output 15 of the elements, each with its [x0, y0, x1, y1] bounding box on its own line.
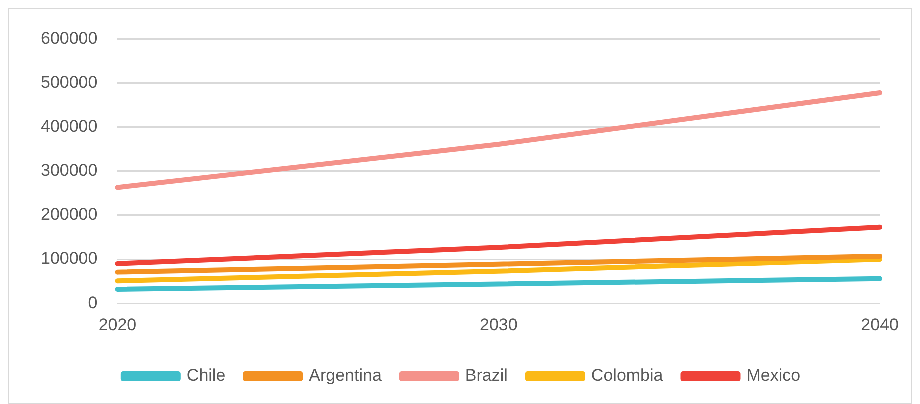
x-tick-label: 2040 [861, 315, 900, 334]
x-tick-label: 2020 [98, 315, 137, 334]
y-tick-label: 600000 [40, 28, 98, 48]
y-tick-label: 100000 [40, 249, 98, 268]
y-tick-label: 400000 [40, 117, 98, 136]
y-tick-label: 200000 [40, 205, 98, 224]
legend-label: Colombia [591, 366, 664, 386]
y-tick-label: 300000 [40, 161, 98, 180]
legend-label: Brazil [465, 366, 508, 386]
legend-label: Chile [186, 366, 226, 386]
legend-label: Mexico [746, 366, 801, 386]
x-tick-label: 2030 [480, 315, 518, 334]
legend-label: Argentina [309, 366, 382, 386]
y-tick-label: 0 [88, 293, 98, 312]
y-tick-label: 500000 [40, 72, 98, 92]
